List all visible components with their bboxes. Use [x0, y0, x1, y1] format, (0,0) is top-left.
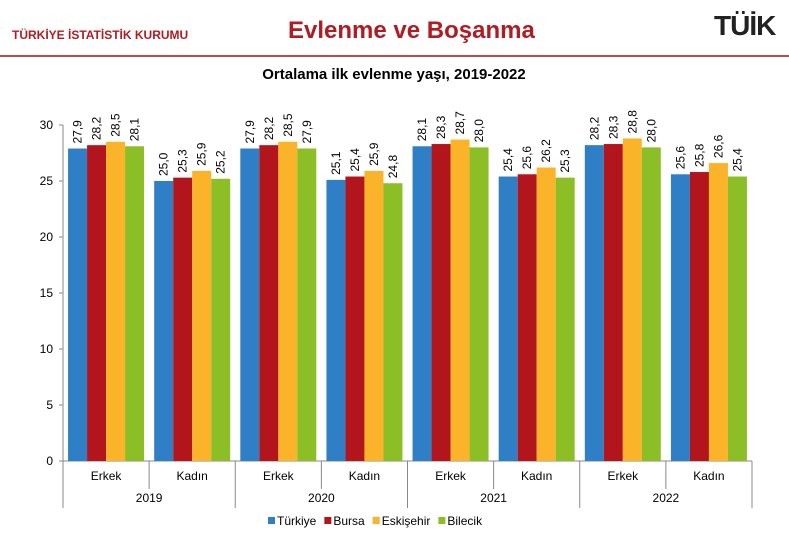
data-label: 25,3 [558, 149, 572, 173]
category-label: Kadın [521, 469, 552, 483]
data-label: 28,1 [128, 118, 142, 142]
bar-türkiye [584, 145, 604, 461]
category-label: Erkek [435, 469, 467, 483]
data-label: 25,4 [348, 148, 362, 172]
data-label: 25,4 [730, 148, 744, 172]
bar-türkiye [154, 181, 174, 461]
y-tick-label: 10 [40, 342, 54, 356]
header-divider [0, 55, 789, 57]
bar-bilecik [297, 148, 317, 461]
tuik-logo: TÜİK [714, 10, 776, 41]
y-tick-label: 25 [40, 174, 54, 188]
data-label: 28,2 [262, 116, 276, 140]
organization-name: TÜRKİYE İSTATİSTİK KURUMU [12, 28, 189, 42]
bar-eskişehir [278, 141, 298, 462]
bar-türkiye [68, 148, 88, 461]
data-label: 28,3 [606, 115, 620, 139]
data-label: 27,9 [300, 120, 314, 144]
legend-label: Bursa [333, 514, 365, 528]
y-tick-label: 30 [40, 118, 54, 132]
bar-türkiye [326, 179, 346, 461]
page-title: Evlenme ve Boşanma [288, 17, 535, 44]
y-tick-label: 20 [40, 230, 54, 244]
bar-bilecik [641, 147, 661, 461]
y-tick-label: 5 [46, 398, 53, 412]
year-label: 2019 [136, 491, 163, 505]
year-label: 2020 [308, 491, 335, 505]
legend-swatch-türkiye [268, 517, 275, 524]
bar-eskişehir [106, 141, 126, 462]
bar-eskişehir [708, 163, 728, 461]
legend-label: Eskişehir [382, 514, 431, 528]
data-label: 28,0 [644, 119, 658, 143]
year-label: 2021 [480, 491, 507, 505]
bar-bursa [689, 172, 709, 462]
chart-title: Ortalama ilk evlenme yaşı, 2019-2022 [262, 66, 526, 83]
category-label: Erkek [91, 469, 123, 483]
data-label: 27,9 [71, 120, 85, 144]
data-label: 28,2 [587, 116, 601, 140]
data-label: 27,9 [243, 120, 257, 144]
category-label: Erkek [263, 469, 295, 483]
bar-bilecik [211, 178, 231, 461]
data-label: 25,9 [195, 142, 209, 166]
bar-eskişehir [622, 138, 642, 461]
bar-bursa [431, 144, 451, 462]
data-label: 28,2 [90, 116, 104, 140]
bar-türkiye [670, 174, 690, 461]
data-label: 25,8 [692, 143, 706, 167]
data-label: 24,8 [386, 155, 400, 179]
bar-bursa [87, 145, 107, 461]
data-label: 25,3 [176, 149, 190, 173]
bar-bursa [345, 176, 365, 461]
legend-swatch-bilecik [438, 517, 446, 524]
bar-eskişehir [536, 167, 556, 461]
legend-swatch-bursa [324, 517, 332, 524]
data-label: 28,5 [281, 113, 295, 137]
bar-bilecik [555, 177, 575, 461]
bar-eskişehir [364, 170, 384, 462]
data-label: 26,6 [711, 134, 725, 158]
data-label: 25,1 [329, 151, 343, 175]
data-label: 28,3 [434, 115, 448, 139]
data-label: 25,2 [214, 150, 228, 174]
category-label: Erkek [607, 469, 639, 483]
data-label: 25,6 [673, 146, 687, 170]
data-label: 28,5 [109, 113, 123, 137]
bar-eskişehir [450, 139, 470, 461]
category-label: Kadın [349, 469, 380, 483]
legend-swatch-eskişehir [372, 517, 380, 524]
category-label: Kadın [693, 469, 724, 483]
data-label: 28,0 [472, 119, 486, 143]
data-label: 28,1 [415, 118, 429, 142]
y-tick-label: 15 [40, 286, 54, 300]
bar-bilecik [383, 183, 403, 462]
data-label: 28,7 [453, 111, 467, 135]
data-label: 26,2 [539, 139, 553, 163]
legend-label: Türkiye [277, 514, 317, 528]
legend-label: Bilecik [447, 514, 483, 528]
bar-bilecik [125, 146, 145, 461]
bar-eskişehir [192, 170, 212, 462]
data-label: 25,4 [501, 148, 515, 172]
bar-bursa [517, 174, 537, 461]
bar-bursa [603, 144, 623, 462]
data-label: 25,6 [520, 146, 534, 170]
bar-türkiye [498, 176, 518, 461]
bar-türkiye [240, 148, 260, 461]
bar-türkiye [412, 146, 432, 461]
data-label: 25,9 [367, 142, 381, 166]
y-tick-label: 0 [46, 454, 53, 468]
bar-bursa [259, 145, 279, 461]
bar-bilecik [727, 176, 747, 461]
bar-bursa [173, 177, 193, 461]
data-label: 25,0 [157, 152, 171, 176]
category-label: Kadın [177, 469, 208, 483]
bar-bilecik [469, 147, 489, 461]
year-label: 2022 [653, 491, 680, 505]
data-label: 28,8 [625, 110, 639, 134]
